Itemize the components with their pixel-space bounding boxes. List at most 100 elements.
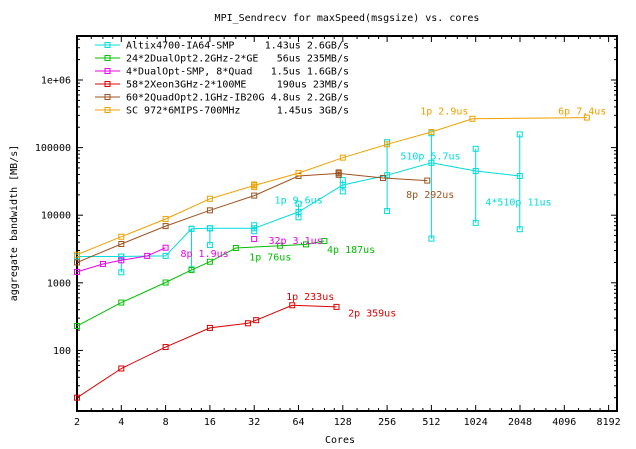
annotation-label: 8p 1.9us <box>180 249 228 260</box>
error-bar-cap <box>384 208 391 215</box>
error-bar-cap <box>516 226 523 233</box>
data-point-marker <box>162 279 169 286</box>
plot-border <box>76 35 618 412</box>
data-point-marker <box>516 173 523 180</box>
data-point-marker <box>295 208 302 215</box>
legend-marker <box>104 107 111 113</box>
legend-row: 60*2QuadOpt2.1GHz-IB20G 4.8us 2.2GB/s <box>95 93 349 104</box>
data-point-marker <box>333 303 340 310</box>
data-point-marker <box>321 238 328 245</box>
data-point-marker <box>289 302 296 309</box>
x-axis-label: Cores <box>325 435 355 446</box>
annotation-label: 1p 9.6us <box>275 196 323 207</box>
y-tick-label: 10000 <box>41 211 71 222</box>
annotation-label: 1p 233us <box>286 292 334 303</box>
data-point-marker <box>118 240 125 247</box>
annotation-label: 6p 7.4us <box>558 106 606 117</box>
series-line <box>76 117 587 256</box>
error-bar-cap <box>295 200 302 207</box>
data-point-marker <box>469 115 476 122</box>
legend-series-name: SC 972*6MIPS-700MHz <box>126 106 240 117</box>
data-point-marker <box>74 268 80 275</box>
data-point-marker <box>206 225 213 232</box>
data-point-marker <box>424 177 431 184</box>
series-line <box>76 304 337 399</box>
data-point-marker <box>162 244 169 251</box>
annotations-layer: 1p 2.9us 6p 7.4us 510p 5.7us 4*510p 11us 1p … <box>180 106 606 319</box>
x-tick-label: 512 <box>422 417 440 428</box>
annotation-label: 32p 3.1us <box>268 236 322 247</box>
annotation-label: 4p 187us <box>327 245 375 256</box>
data-point-marker <box>162 223 169 230</box>
data-point-marker <box>232 245 239 252</box>
data-point-marker <box>253 317 260 324</box>
legend-row: 4*DualOpt-SMP, 8*Quad 1.5us 1.6GB/s <box>95 67 349 78</box>
legend-marker <box>104 94 111 100</box>
x-tick-label: 2 <box>74 417 80 428</box>
data-point-marker <box>251 235 258 242</box>
data-point-marker <box>244 320 251 327</box>
legend-series-stats: 1.45us 3GB/s <box>277 106 349 117</box>
x-tick-label: 32 <box>248 417 260 428</box>
legend-marker <box>104 81 111 87</box>
data-point-marker <box>144 252 151 259</box>
data-point-marker <box>428 129 435 136</box>
data-point-marker <box>339 181 346 188</box>
series-line <box>77 162 520 257</box>
legend-marker <box>104 55 111 61</box>
chart-title: MPI_Sendrecv for maxSpeed(msgsize) vs. c… <box>215 13 480 24</box>
data-point-marker <box>339 154 346 161</box>
error-bar-cap <box>516 131 523 138</box>
data-point-marker <box>118 299 125 306</box>
error-bar-cap <box>339 188 346 195</box>
legend-marker <box>104 42 111 48</box>
data-point-marker <box>303 241 310 248</box>
error-bar-cap <box>118 269 125 276</box>
annotation-label: 2p 359us <box>348 309 396 320</box>
legend-series-name: 4*DualOpt-SMP, 8*Quad <box>126 67 252 78</box>
x-tick-label: 1024 <box>464 417 488 428</box>
error-bar-cap <box>251 222 258 229</box>
legend-row: Altix4700-IA64-SMP 1.43us 2.6GB/s <box>95 41 349 52</box>
data-point-marker <box>583 114 590 121</box>
annotation-label: 510p 5.7us <box>400 152 460 163</box>
data-point-marker <box>99 260 106 267</box>
legend-series-stats: 1.5us 1.6GB/s <box>271 67 349 78</box>
data-point-marker <box>206 324 213 331</box>
legend-row: SC 972*6MIPS-700MHz 1.45us 3GB/s <box>95 106 349 117</box>
series-altix <box>74 130 523 276</box>
data-point-marker <box>251 182 258 189</box>
data-point-marker <box>162 252 169 259</box>
error-bar-cap <box>472 219 479 226</box>
x-tick-label: 4096 <box>552 417 576 428</box>
data-point-marker <box>188 225 195 232</box>
y-tick-label: 1000 <box>47 278 71 289</box>
series-sc-mips <box>74 114 590 258</box>
series-line <box>76 247 166 273</box>
series-xeon <box>74 302 340 401</box>
series-line <box>76 240 325 327</box>
data-point-marker <box>206 207 213 214</box>
data-point-marker <box>74 394 80 401</box>
x-tick-label: 16 <box>204 417 216 428</box>
data-point-marker <box>384 141 391 148</box>
legend-marker <box>104 68 111 74</box>
data-point-marker <box>428 159 435 166</box>
data-point-marker <box>379 175 386 182</box>
data-point-marker <box>118 365 125 372</box>
legend-series-name: Altix4700-IA64-SMP <box>126 41 234 52</box>
error-bar-cap <box>472 145 479 152</box>
legend-series-stats: 56us 235MB/s <box>277 54 349 65</box>
x-tick-label: 256 <box>378 417 396 428</box>
x-tick-label: 4 <box>118 417 124 428</box>
data-point-marker <box>206 258 213 265</box>
series-dualopt-smp <box>74 235 258 275</box>
series-line <box>76 172 428 263</box>
x-tick-label: 64 <box>292 417 304 428</box>
data-point-marker <box>118 257 125 264</box>
data-point-marker <box>251 225 258 232</box>
data-point-marker <box>295 170 302 177</box>
y-tick-label: 1e+06 <box>41 76 71 87</box>
